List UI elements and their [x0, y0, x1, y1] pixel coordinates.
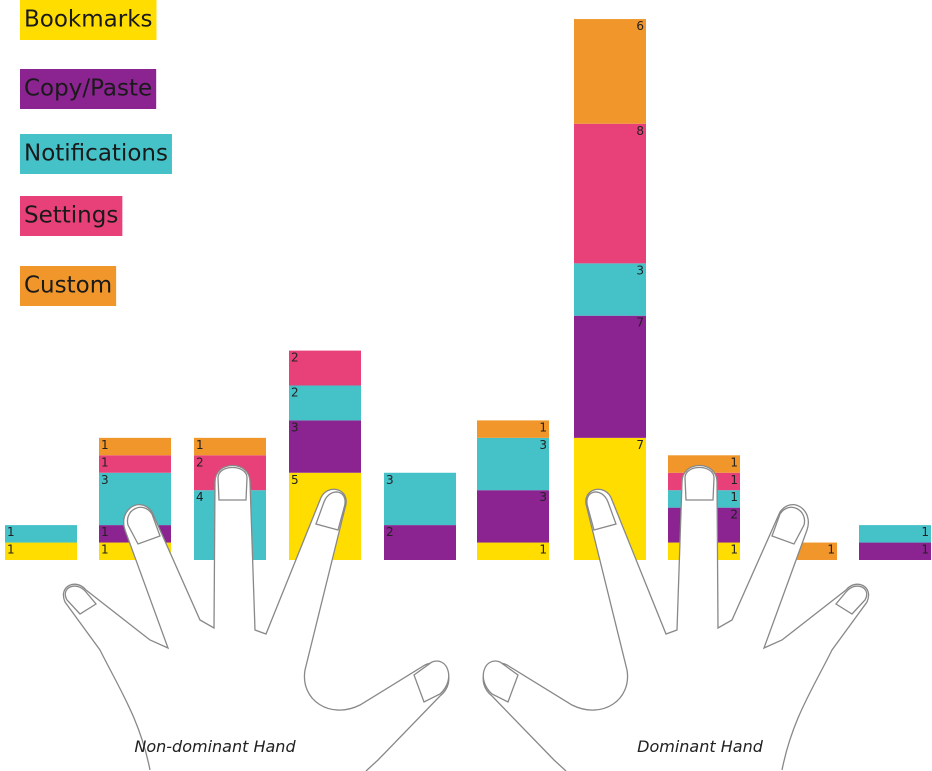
legend-label: Copy/Paste [24, 76, 152, 102]
value-label: 1 [730, 490, 738, 504]
value-label: 2 [196, 455, 204, 469]
value-label: 7 [636, 316, 644, 330]
bar-segment [99, 437, 171, 456]
left-hand [62, 465, 450, 771]
legend-swatch [20, 69, 157, 109]
fingernail [586, 491, 617, 531]
bar-segment [99, 455, 171, 473]
value-label: 1 [101, 438, 109, 452]
bar-segment [859, 542, 931, 560]
value-label: 4 [196, 490, 204, 504]
value-label: 1 [7, 525, 15, 539]
fingernail [64, 585, 97, 615]
fingernail [482, 660, 519, 703]
bar-segment [194, 437, 266, 456]
bar-segment [289, 350, 361, 386]
value-label: 6 [636, 19, 644, 33]
fingernail [217, 466, 248, 501]
value-label: 2 [291, 351, 299, 365]
value-label: 1 [7, 543, 15, 557]
value-label: 1 [539, 420, 547, 434]
bar-segment [574, 123, 646, 264]
value-label: 1 [730, 473, 738, 487]
fingernail [126, 506, 161, 545]
value-label: 5 [291, 473, 299, 487]
bar-segment [384, 472, 456, 526]
value-label: 2 [291, 386, 299, 400]
legend-label: Bookmarks [24, 7, 153, 33]
bar-segment [289, 385, 361, 421]
bar-segment [5, 542, 77, 560]
fingernail [684, 466, 715, 501]
value-label: 1 [539, 543, 547, 557]
value-label: 3 [386, 473, 394, 487]
bar-segment [477, 420, 549, 438]
annotation: Dominant Hand [637, 737, 764, 756]
legend-label: Settings [24, 203, 118, 229]
value-label: 2 [386, 525, 394, 539]
hand-outline [62, 465, 450, 771]
value-label: 3 [101, 473, 109, 487]
fingernail [835, 585, 868, 615]
legend: Bookmarks Copy/Paste Notifications Settings… [20, 0, 172, 306]
value-label: 3 [636, 263, 644, 277]
value-label: 1 [730, 543, 738, 557]
fingernail [315, 491, 346, 531]
value-label: 1 [827, 543, 835, 557]
value-label: 3 [539, 490, 547, 504]
value-label: 8 [636, 124, 644, 138]
value-label: 2 [730, 508, 738, 522]
annotation: Non-dominant Hand [134, 737, 296, 756]
value-label: 1 [921, 525, 929, 539]
bar-segment [5, 525, 77, 543]
legend-swatch [20, 134, 172, 174]
bar-segment [797, 542, 837, 560]
value-label: 1 [196, 438, 204, 452]
legend-label: Notifications [24, 141, 168, 167]
value-label: 1 [921, 543, 929, 557]
bar-segment [668, 455, 740, 473]
bar-segment [574, 263, 646, 316]
value-label: 3 [539, 438, 547, 452]
fingernail [771, 506, 806, 545]
bar-segment [477, 542, 549, 560]
value-label: 1 [101, 543, 109, 557]
fingernail [413, 660, 450, 703]
bar-segment [289, 420, 361, 473]
legend-swatch [20, 0, 157, 40]
value-label: 1 [730, 455, 738, 469]
hand-outline [482, 465, 870, 771]
bar-segment [574, 315, 646, 438]
value-label: 1 [101, 455, 109, 469]
value-label: 1 [101, 525, 109, 539]
value-label: 3 [291, 420, 299, 434]
bar-segment [477, 490, 549, 543]
bar-segment [574, 19, 646, 124]
legend-swatch [20, 266, 117, 306]
bar-segment [384, 525, 456, 560]
bar-segment [859, 525, 931, 543]
bar-segment [477, 437, 549, 491]
legend-swatch [20, 196, 123, 236]
right-hand [482, 465, 870, 771]
value-label: 7 [636, 438, 644, 452]
legend-label: Custom [24, 273, 112, 299]
